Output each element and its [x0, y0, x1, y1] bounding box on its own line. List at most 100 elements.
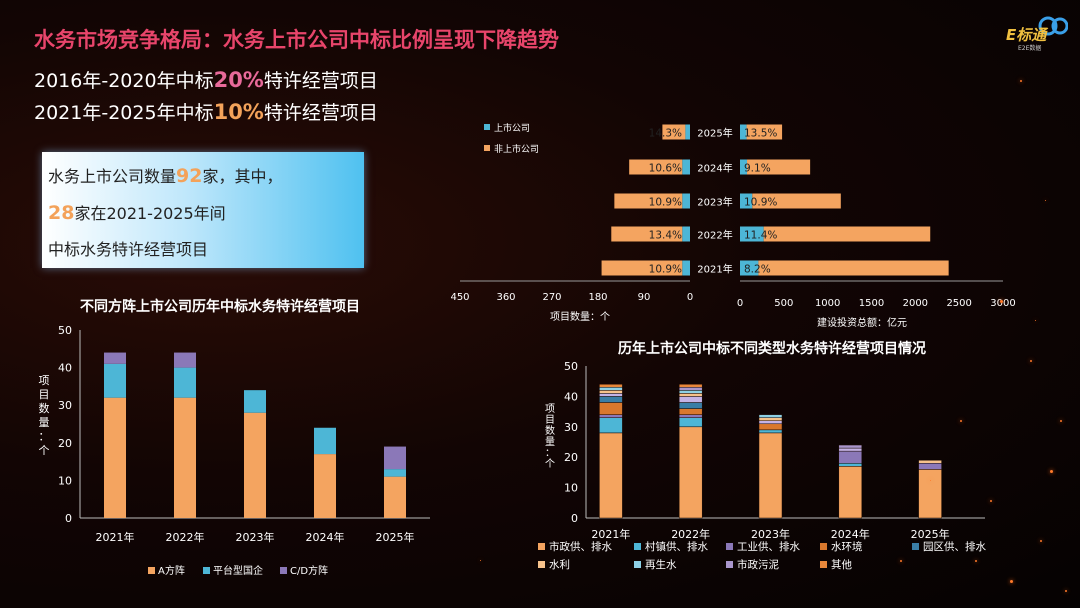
stacked-bar-segment	[838, 447, 863, 452]
stacked-bar-segment	[599, 414, 623, 418]
stacked-bar-segment	[104, 397, 126, 518]
legend-label: 工业供、排水	[737, 540, 800, 553]
chart1-title: 不同方阵上市公司历年中标水务特许经营项目	[80, 299, 360, 315]
y-axis-title-char: 项	[545, 403, 555, 415]
stacked-bar-segment	[838, 450, 863, 464]
category-label: 2022年	[697, 229, 732, 242]
y-tick-label: 0	[571, 512, 578, 525]
category-label: 2024年	[697, 162, 732, 175]
x-tick-label: 2023年	[236, 530, 275, 544]
stacked-bar-segment	[104, 352, 126, 364]
legend-swatch	[820, 561, 827, 568]
stacked-bar-segment	[599, 417, 623, 434]
stacked-bar-segment	[314, 427, 336, 455]
stacked-bar-segment	[599, 402, 623, 415]
spark-dot	[1035, 320, 1036, 321]
legend-label: A方阵	[158, 564, 185, 577]
stacked-bar-segment	[599, 393, 623, 397]
bar-right-unlisted	[746, 124, 783, 140]
legend-label: 市政污泥	[737, 558, 779, 571]
x-tick-label: 2024年	[831, 527, 870, 541]
legend-label: 再生水	[645, 558, 677, 571]
spark-dot	[900, 560, 902, 562]
bar-right-pct-label: 13.5%	[744, 128, 777, 140]
category-label: 2023年	[697, 196, 732, 209]
y-tick-label: 30	[564, 421, 578, 434]
y-axis-title-char: 目	[39, 388, 50, 401]
chart2-title: 历年上市公司中标不同类型水务特许经营项目情况	[618, 341, 926, 357]
spark-dot	[1010, 580, 1013, 583]
bar-right-pct-label: 8.2%	[744, 264, 771, 276]
bar-right-listed	[740, 193, 753, 209]
legend-label: 上市公司	[494, 122, 530, 134]
logo-sub: E2E数据	[1018, 44, 1041, 52]
bar-left-unlisted	[614, 193, 683, 209]
subtitle-text: 特许经营项目	[263, 102, 378, 124]
y-tick-label: 0	[65, 512, 72, 525]
left-axis-title: 项目数量：个	[550, 310, 610, 323]
y-tick-label: 40	[564, 390, 578, 403]
x-tick-label: 2025年	[911, 527, 950, 541]
legend-swatch-listed	[484, 124, 490, 130]
left-tick-label: 450	[450, 292, 469, 303]
stacked-bar-segment	[678, 402, 703, 409]
y-tick-label: 50	[564, 360, 578, 373]
stacked-bar-segment	[384, 469, 406, 477]
bar-right-listed	[740, 124, 747, 140]
bar-left-pct-label: 13.4%	[649, 230, 682, 242]
subtitle-text: 特许经营项目	[263, 70, 378, 92]
legend-swatch	[148, 567, 155, 574]
stacked-bar-segment	[678, 414, 703, 418]
legend-swatch	[280, 567, 287, 574]
stacked-bar-segment	[174, 397, 196, 518]
stacked-bar-segment	[599, 432, 623, 519]
legend-label: 非上市公司	[494, 143, 539, 155]
y-axis-title-char: 量	[545, 436, 555, 448]
legend-label: C/D方阵	[290, 564, 328, 577]
bar-left-pct-label: 10.9%	[649, 197, 682, 209]
stacked-bar-segment	[384, 446, 406, 470]
y-tick-label: 10	[58, 474, 72, 487]
bar-right-unlisted	[758, 260, 949, 276]
stacked-bar-segment	[758, 420, 783, 425]
info-text: 家，其中，	[202, 167, 283, 186]
right-tick-label: 1000	[815, 298, 840, 309]
stacked-bar-segment	[104, 363, 126, 398]
info-text: 家在2021-2025年间	[74, 204, 226, 223]
stacked-bar-segment	[174, 367, 196, 398]
right-tick-label: 3000	[990, 298, 1015, 309]
bar-left-unlisted	[662, 124, 686, 140]
info-box: 水务上市公司数量92家，其中， 28家在2021-2025年间 中标水务特许经营…	[42, 152, 364, 268]
bar-right-pct-label: 10.9%	[744, 197, 777, 209]
y-axis-title-char: 数	[39, 402, 50, 415]
legend-swatch	[634, 561, 641, 568]
stacked-bar-segment	[314, 454, 336, 518]
info-line-3: 中标水务特许经营项目	[48, 240, 209, 259]
legend-label: 市政供、排水	[549, 540, 612, 553]
y-axis-title-char: 个	[39, 444, 50, 457]
stacked-bar-segment	[918, 459, 942, 464]
stacked-bar-segment	[758, 429, 783, 434]
info-line-1: 水务上市公司数量92家，其中，	[48, 158, 358, 195]
right-axis-title: 建设投资总额：亿元	[817, 316, 907, 329]
bar-left-listed	[682, 159, 690, 175]
legend-swatch	[912, 543, 919, 550]
y-axis-title-char: ：	[39, 430, 50, 443]
legend-label: 水环境	[831, 540, 863, 553]
spark-dot	[1020, 80, 1022, 82]
stacked-bar-segment	[838, 444, 863, 449]
bar-right-listed	[740, 260, 759, 276]
spark-dot	[960, 420, 962, 422]
stacked-bar-segment	[918, 463, 942, 470]
legend-label: 村镇供、排水	[645, 540, 708, 553]
spark-dot	[1060, 420, 1062, 422]
left-tick-label: 0	[687, 292, 693, 303]
stacked-bar-segment	[918, 469, 942, 519]
legend-label: 水利	[549, 559, 570, 571]
y-axis-title-char: 个	[545, 458, 555, 470]
subtitle-text: 2016年-2020年中标	[34, 70, 214, 92]
spark-dot	[930, 480, 931, 481]
stacked-bar-segment	[678, 417, 703, 428]
legend-swatch	[203, 567, 210, 574]
